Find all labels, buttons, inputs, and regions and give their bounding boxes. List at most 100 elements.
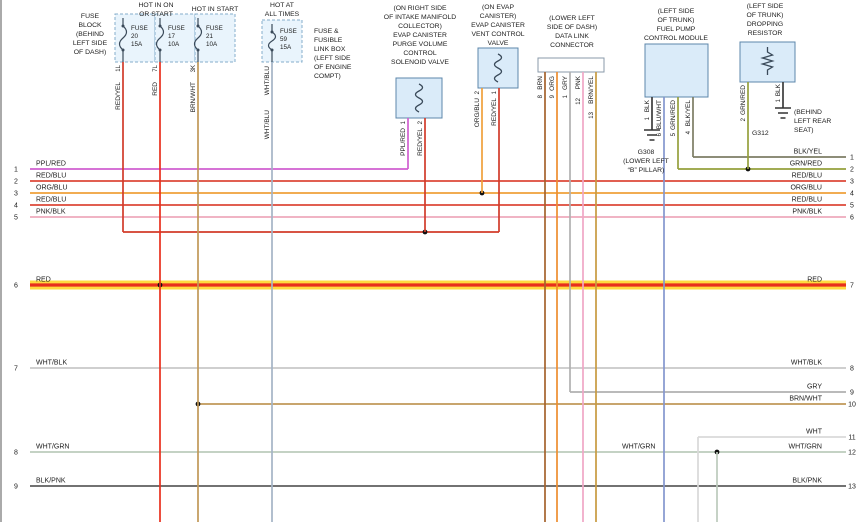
wire-org-blu-vent-pin: 2 [475,90,481,94]
wire-red-blu-a-left-label: RED/BLU [36,173,66,180]
wire-wht-blu-fuse59-label2: WHT/BLU [264,110,271,140]
edge-number-right-13: 13 [848,484,856,491]
ground-symbol-g308 [644,129,660,141]
wire-wht-blk-right-label: WHT/BLK [791,360,822,367]
edge-number-left-1: 1 [14,167,18,174]
fuse-label: FUSE [206,25,223,32]
wire-grn-red-resistor-label: GRN/RED [740,85,747,115]
fuse-label: FUSE [131,25,148,32]
wire-pnk-blk-right-label: PNK/BLK [792,209,822,216]
wire-wht-blk-left-label: WHT/BLK [36,360,67,367]
edge-number-left-7: 7 [14,366,18,373]
fuse-symbol-fuse-21 [193,18,203,62]
edge-number-right-8: 8 [850,366,854,373]
wire-gry-dlc-pin: 1 [563,94,569,98]
fuel-pump-module-box [644,43,709,98]
fuse-label: 15A [131,41,143,48]
fuse-symbol-fuse-59 [267,24,277,62]
edge-number-left-6: 6 [14,283,18,290]
wire-red-yel-purge-label: RED/YEL [417,128,424,156]
edge-number-right-7: 7 [850,283,854,290]
wire-red-blu-b-right-label: RED/BLU [792,197,822,204]
wire-blk-pnk-left-label: BLK/PNK [36,478,66,485]
fuse-label: 10A [168,41,180,48]
edge-number-right-4: 4 [850,191,854,198]
wire-pnk-blk-left-label: PNK/BLK [36,209,66,216]
wire-ppl-red-purge-label: PPL/RED [400,128,407,156]
wire-wht-blu-fuse59-label: WHT/BLU [264,66,271,96]
wire-ppl-red-purge-pin: 1 [401,120,407,124]
edge-number-left-3: 3 [14,191,18,198]
fuse-terminal [121,24,125,28]
fuse-terminal [158,24,162,28]
coil-symbol [414,83,424,113]
edge-number-right-6: 6 [850,215,854,222]
fuse-terminal [270,48,274,52]
fuse-label: 21 [206,33,214,40]
fuse-label: 20 [131,33,139,40]
fuse-terminal [121,48,125,52]
wire-red-fuse17-label: RED [152,82,159,96]
wire-brn-wht-fuse21-pin: 3K [191,65,197,72]
wire-brn-yel-dlc-pin: 13 [589,111,595,118]
wire-brn-wht-fuse21-label: BRN/WHT [190,82,197,112]
wire-pnk-dlc-pin: 12 [576,97,582,104]
wire-gry-right-label: GRY [807,384,822,391]
wire-org-blu-left-label: ORG/BLU [36,185,68,192]
wire-org-blu-right-label: ORG/BLU [790,185,822,192]
edge-number-right-5: 5 [850,203,854,210]
edge-number-left-5: 5 [14,215,18,222]
fuse-terminal [270,30,274,34]
wire-org-blu-vent-label: ORG/BLU [474,98,481,128]
wire-ppl-red-left-label: PPL/RED [36,161,66,168]
wire-red-yel-fuse20-pin: 1L [116,64,122,71]
wire-red-right-label: RED [807,277,822,284]
wire-brn-dlc-pin: 8 [538,94,544,98]
edge-number-right-3: 3 [850,179,854,186]
edge-number-left-9: 9 [14,484,18,491]
wire-blk-yel-right-label: BLK/YEL [794,149,823,156]
wire-grn-red-fp-module-label: GRN/RED [670,100,677,130]
edge-number-right-2: 2 [850,167,854,174]
fuse-label: 10A [206,41,218,48]
wire-org-dlc-pin: 9 [550,94,556,98]
resistor-symbol [760,47,775,75]
edge-number-right-9: 9 [850,390,854,397]
wire-red-yel-vent-label: RED/YEL [491,98,498,126]
wire-red-yel-fuse20-label: RED/YEL [115,82,122,110]
wire-blk-fp-module-pin: 1 [645,116,651,120]
wire-brn-yel-dlc-label: BRN/YEL [588,76,595,104]
wire-red-yel-purge-pin: 2 [418,120,424,124]
wire-blk-yel-fp-module-pin: 4 [686,130,692,134]
wire-brn-dlc-label: BRN [537,76,544,90]
coil-symbol [493,53,503,83]
fuse-label: FUSE [280,28,297,35]
wire-red-blu-a-right-label: RED/BLU [792,173,822,180]
fuse-label: 59 [280,36,288,43]
fuse-terminal [158,48,162,52]
edge-number-left-2: 2 [14,179,18,186]
wire-gry-dlc-label: GRY [562,75,569,90]
wire-red-left-label: RED [36,277,51,284]
fuse-symbol-fuse-17 [155,18,165,62]
dlc-connector-box [537,57,605,73]
edge-number-right-10: 10 [848,402,856,409]
wire-blk-pnk-right-label: BLK/PNK [792,478,822,485]
fuse-terminal [196,24,200,28]
edge-number-left-8: 8 [14,450,18,457]
fuse-terminal [196,48,200,52]
wire-blu-wht-fp-module-pin: 6 [657,132,663,136]
wire-blk-resistor-label: BLK [775,83,782,96]
wire-wht-grn-mid-label: WHT/GRN [622,444,655,451]
wire-grn-red-fp-module-pin: 5 [671,132,677,136]
fuse-label: 17 [168,33,176,40]
ground-symbol-g312 [775,107,791,119]
wire-org-dlc-label: ORG [549,76,556,91]
fuse-box-20 [114,13,156,63]
edge-number-right-11: 11 [848,435,855,442]
fuse-label: 15A [280,44,292,51]
wire-wht-grn-left-label: WHT/GRN [36,444,69,451]
wire-grn-red-resistor-pin: 2 [741,117,747,121]
